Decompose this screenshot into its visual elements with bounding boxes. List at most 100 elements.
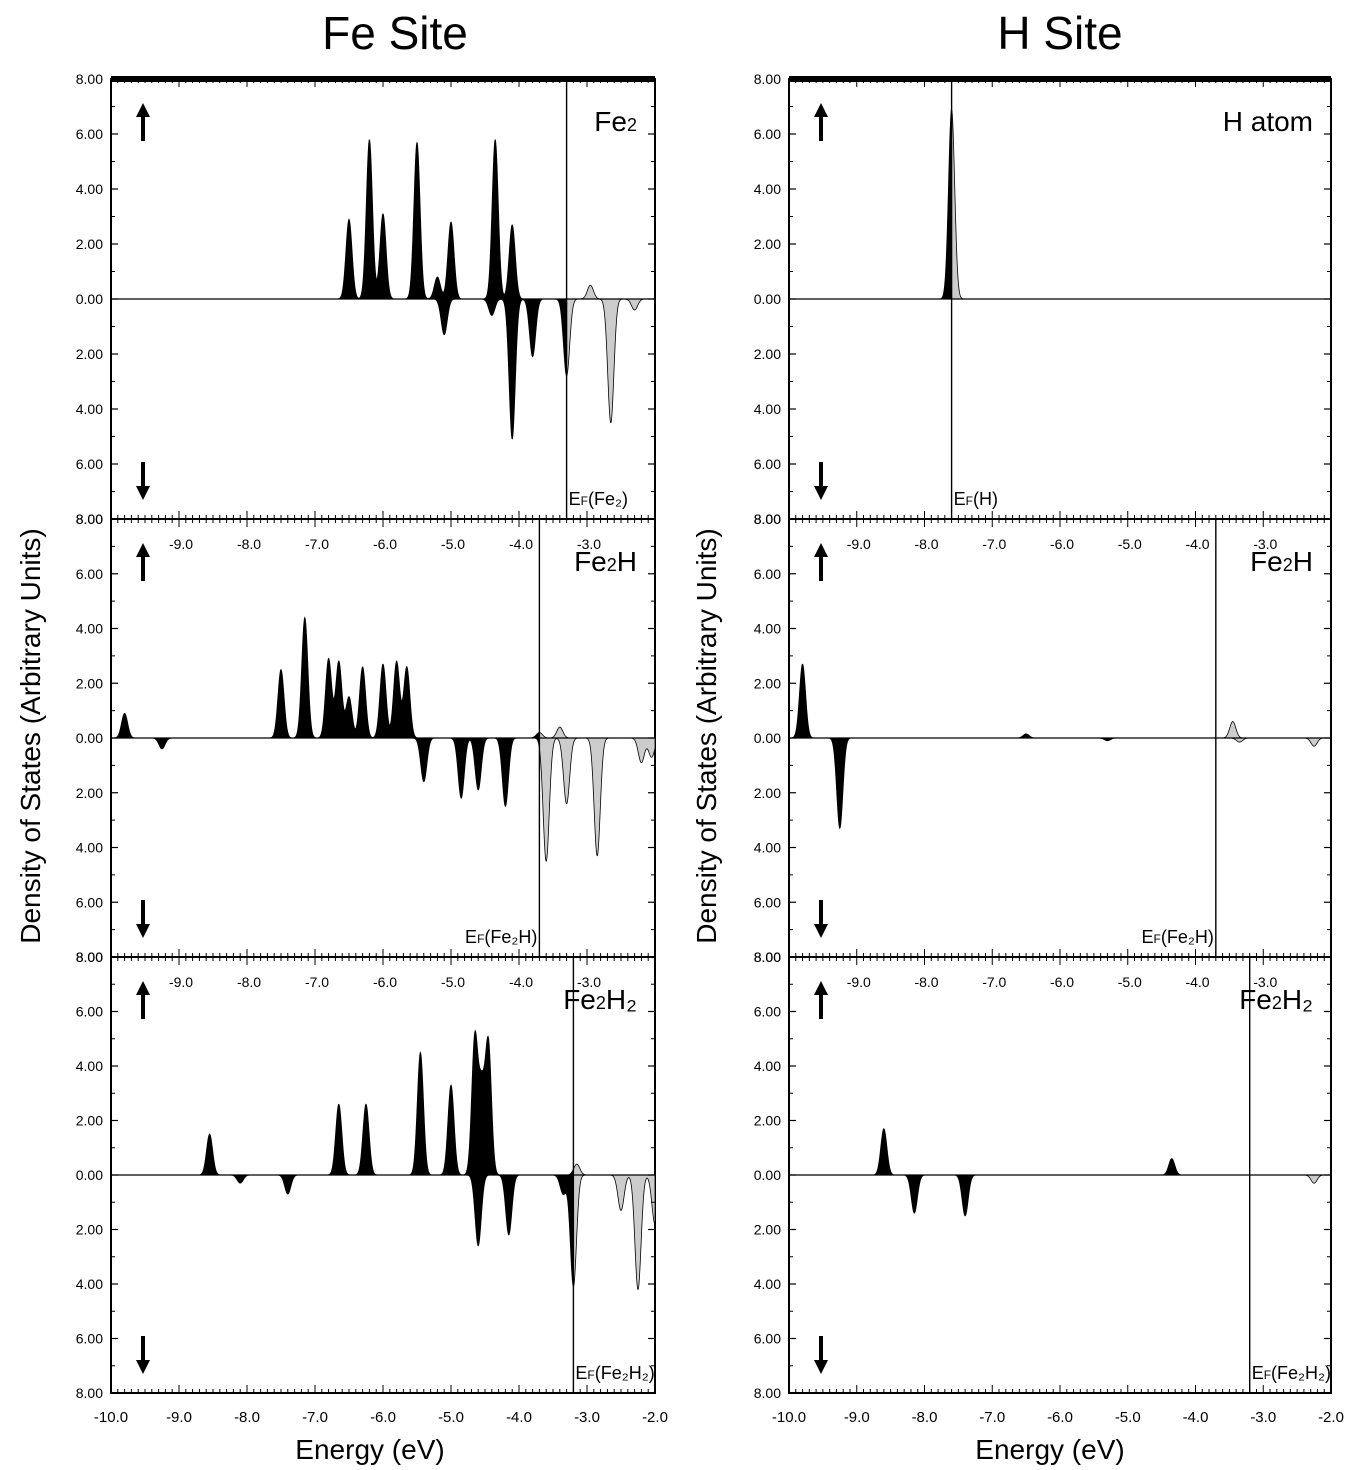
y-tick-label: 8.00 [754, 511, 781, 527]
bottom-x-tick-label: -7.0 [302, 1409, 328, 1426]
bottom-x-tick-label: -10.0 [94, 1409, 128, 1426]
panel-label: Fe2H₂ [563, 984, 637, 1015]
fermi-level-label: EF(H) [954, 489, 998, 509]
y-tick-label: 6.00 [754, 566, 781, 582]
x-tick-label: -9.0 [847, 974, 871, 990]
fermi-sub: F [477, 932, 484, 946]
y-tick-label: 4.00 [76, 840, 103, 856]
panel-label-tail: H₂ [1282, 984, 1313, 1015]
y-tick-label: 0.00 [754, 730, 781, 746]
y-tick-label: 8.00 [754, 1385, 781, 1401]
spin-down-arrowhead [814, 1360, 828, 1374]
panel-label: Fe2H₂ [1239, 984, 1313, 1015]
fermi-sub: F [587, 1368, 594, 1382]
fermi-e: E [465, 927, 477, 947]
spin-down-arrowhead [136, 486, 150, 500]
y-tick-label: 8.00 [76, 1385, 103, 1401]
y-tick-label: 2.00 [76, 236, 103, 252]
y-tick-label: 8.00 [76, 511, 103, 527]
spin-up-arrowhead [814, 543, 828, 557]
fermi-text: (H) [973, 489, 998, 509]
bottom-x-tick-label: -4.0 [1183, 1409, 1209, 1426]
y-tick-label: 4.00 [754, 1058, 781, 1074]
panel-label-main: Fe [574, 546, 607, 577]
bottom-x-tick-label: -5.0 [438, 1409, 464, 1426]
panel-h-atom: 8.00 6.00 4.00 2.00 0.00 2.00 4.00 6.00 8.00 EF(H… [754, 71, 1332, 527]
x-tick-label: -3.0 [1253, 974, 1277, 990]
y-tick-label: 2.00 [76, 1113, 103, 1129]
fermi-level-label: EF(Fe₂H₂) [575, 1363, 654, 1383]
x-tick-label: -4.0 [509, 536, 533, 552]
y-tick-label: 4.00 [76, 181, 103, 197]
panel-h-fe2h: 8.00 6.00 4.00 2.00 0.00 2.00 4.00 6.00 8.00 -9.0… [754, 511, 1332, 965]
spin-up-arrowhead [136, 981, 150, 995]
y-tick-label: 6.00 [754, 894, 781, 910]
x-tick-label: -6.0 [373, 974, 397, 990]
y-tick-label: 6.00 [76, 456, 103, 472]
y-tick-label: 4.00 [76, 1058, 103, 1074]
spin-up-arrowhead [814, 103, 828, 117]
x-tick-label: -9.0 [847, 536, 871, 552]
spin-up-arrowhead [814, 981, 828, 995]
spin-down-arrowhead [136, 924, 150, 938]
panel-label-sub: 2 [596, 993, 606, 1013]
y-tick-label: 0.00 [754, 291, 781, 307]
x-tick-label: -9.0 [169, 974, 193, 990]
y-tick-label: 4.00 [76, 621, 103, 637]
panel-label: H atom [1223, 106, 1313, 137]
fermi-e: E [1141, 927, 1153, 947]
fermi-level-label: EF(Fe₂H₂) [1252, 1363, 1331, 1383]
panel-label-main: H atom [1223, 106, 1313, 137]
fermi-level-label: EF(Fe₂) [569, 489, 628, 509]
y-tick-label: 6.00 [754, 1004, 781, 1020]
panel-label: Fe2H [1250, 546, 1313, 577]
spin-down-arrowhead [136, 1360, 150, 1374]
panel-h-fe2h2: 8.00 6.00 4.00 2.00 0.00 2.00 4.00 6.00 8.00 -9.0… [754, 949, 1332, 1401]
x-tick-label: -6.0 [1050, 974, 1074, 990]
y-tick-label: 6.00 [754, 1331, 781, 1347]
fermi-sub: F [1264, 1368, 1271, 1382]
fermi-e: E [1252, 1363, 1264, 1383]
panel-label-main: Fe [1250, 546, 1283, 577]
fermi-level-label: EF(Fe₂H) [1141, 927, 1213, 947]
x-tick-label: -7.0 [982, 974, 1006, 990]
x-tick-label: -3.0 [577, 536, 601, 552]
y-tick-label: 2.00 [754, 1222, 781, 1238]
x-tick-label: -6.0 [1050, 536, 1074, 552]
h-site-xlabel: Energy (eV) [975, 1434, 1125, 1465]
fermi-sub: F [966, 494, 973, 508]
panel-label: Fe2 [594, 106, 637, 137]
y-tick-label: 0.00 [76, 291, 103, 307]
panel-fe-fe2h: 8.00 6.00 4.00 2.00 0.00 2.00 4.00 6.00 8.00 -9.0… [76, 511, 656, 965]
bottom-x-tick-label: -8.0 [234, 1409, 260, 1426]
panel-label-main: Fe [594, 106, 627, 137]
y-tick-label: 0.00 [76, 730, 103, 746]
panel-label-sub: 2 [627, 115, 637, 135]
x-tick-label: -8.0 [914, 536, 938, 552]
bottom-x-tick-label: -3.0 [1250, 1409, 1276, 1426]
x-tick-label: -5.0 [1118, 536, 1142, 552]
y-tick-label: 8.00 [754, 511, 781, 527]
panel-fe-fe2: 8.00 6.00 4.00 2.00 0.00 2.00 4.00 6.00 8.00 EF(F… [76, 71, 656, 527]
x-tick-label: -8.0 [914, 974, 938, 990]
fermi-e: E [575, 1363, 587, 1383]
bottom-x-tick-label: -7.0 [979, 1409, 1005, 1426]
y-tick-label: 4.00 [76, 401, 103, 417]
y-tick-label: 2.00 [76, 785, 103, 801]
bottom-x-tick-label: -4.0 [506, 1409, 532, 1426]
x-tick-label: -3.0 [1253, 536, 1277, 552]
panel-label-tail: H₂ [606, 984, 637, 1015]
fermi-text: (Fe₂H₂) [1271, 1363, 1331, 1383]
x-tick-label: -8.0 [237, 974, 261, 990]
y-tick-label: 6.00 [76, 1331, 103, 1347]
x-tick-label: -4.0 [1185, 974, 1209, 990]
y-tick-label: 4.00 [754, 181, 781, 197]
x-tick-label: -5.0 [441, 536, 465, 552]
x-tick-label: -6.0 [373, 536, 397, 552]
spin-down-unoccupied-area [539, 737, 656, 862]
x-tick-label: -9.0 [169, 536, 193, 552]
bottom-x-tick-label: -2.0 [1318, 1409, 1344, 1426]
x-tick-label: -5.0 [441, 974, 465, 990]
y-tick-label: 6.00 [76, 1004, 103, 1020]
bottom-x-tick-label: -10.0 [772, 1409, 806, 1426]
